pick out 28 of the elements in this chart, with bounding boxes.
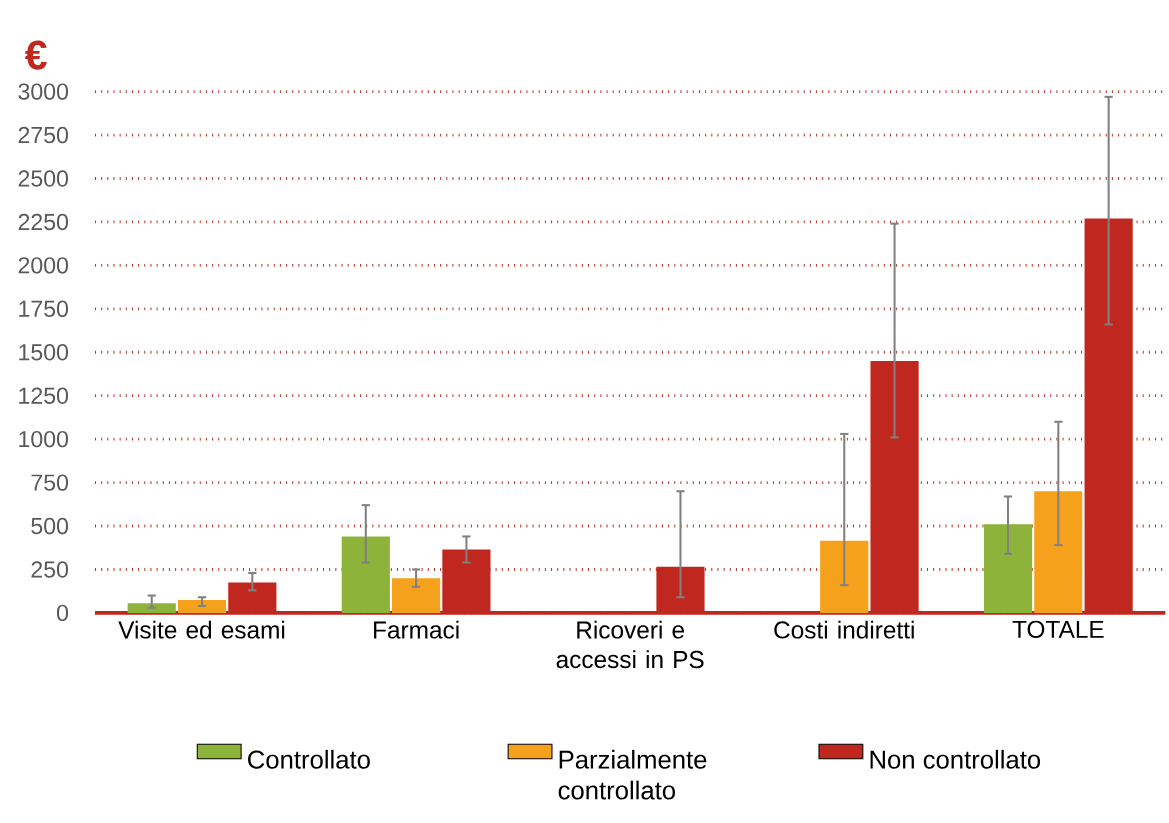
x-tick-label: Ricoveri e accessi in PS (556, 620, 704, 669)
y-tick-label: 500 (31, 517, 69, 535)
legend-label: Parzialmente controllato (558, 749, 707, 800)
y-tick-label: 250 (31, 561, 69, 578)
y-tick-label: 2000 (18, 257, 69, 274)
y-tick-label: 1750 (19, 300, 69, 318)
bar (983, 524, 1033, 613)
bar (127, 603, 176, 613)
legend-label: Non controllato (870, 749, 1041, 769)
x-tick-label: Farmaci (374, 620, 459, 639)
bar (177, 599, 227, 613)
legend-label: Controllato (248, 749, 370, 769)
y-tick-label: 3000 (18, 83, 69, 100)
y-tick-label: 1000 (19, 430, 69, 448)
y-tick-label: 0 (56, 604, 69, 622)
bar (392, 578, 441, 613)
y-tick-label: 750 (31, 474, 69, 491)
bar (1034, 491, 1083, 613)
x-tick-label: TOTALE (1012, 620, 1104, 638)
x-tick-label: Visite ed esami (118, 620, 285, 639)
y-tick-label: 2750 (18, 126, 69, 144)
y-tick-label: 1500 (19, 344, 69, 361)
y-tick-label: 1250 (19, 387, 69, 404)
bar (341, 536, 390, 613)
y-tick-label: 2250 (18, 213, 69, 231)
y-tick-label: 2500 (18, 170, 69, 187)
y-axis-title: € (24, 40, 47, 70)
x-tick-label: Costi indiretti (774, 620, 914, 639)
